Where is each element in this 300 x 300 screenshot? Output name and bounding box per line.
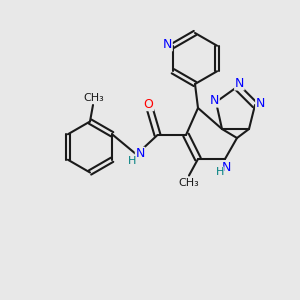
Text: O: O	[144, 98, 153, 111]
Text: N: N	[222, 161, 231, 174]
Text: N: N	[210, 94, 219, 107]
Text: N: N	[163, 38, 172, 51]
Text: N: N	[256, 97, 265, 110]
Text: H: H	[128, 155, 136, 166]
Text: N: N	[235, 77, 244, 90]
Text: N: N	[135, 147, 145, 161]
Text: H: H	[215, 167, 224, 177]
Text: CH₃: CH₃	[83, 93, 104, 103]
Text: CH₃: CH₃	[178, 178, 200, 188]
